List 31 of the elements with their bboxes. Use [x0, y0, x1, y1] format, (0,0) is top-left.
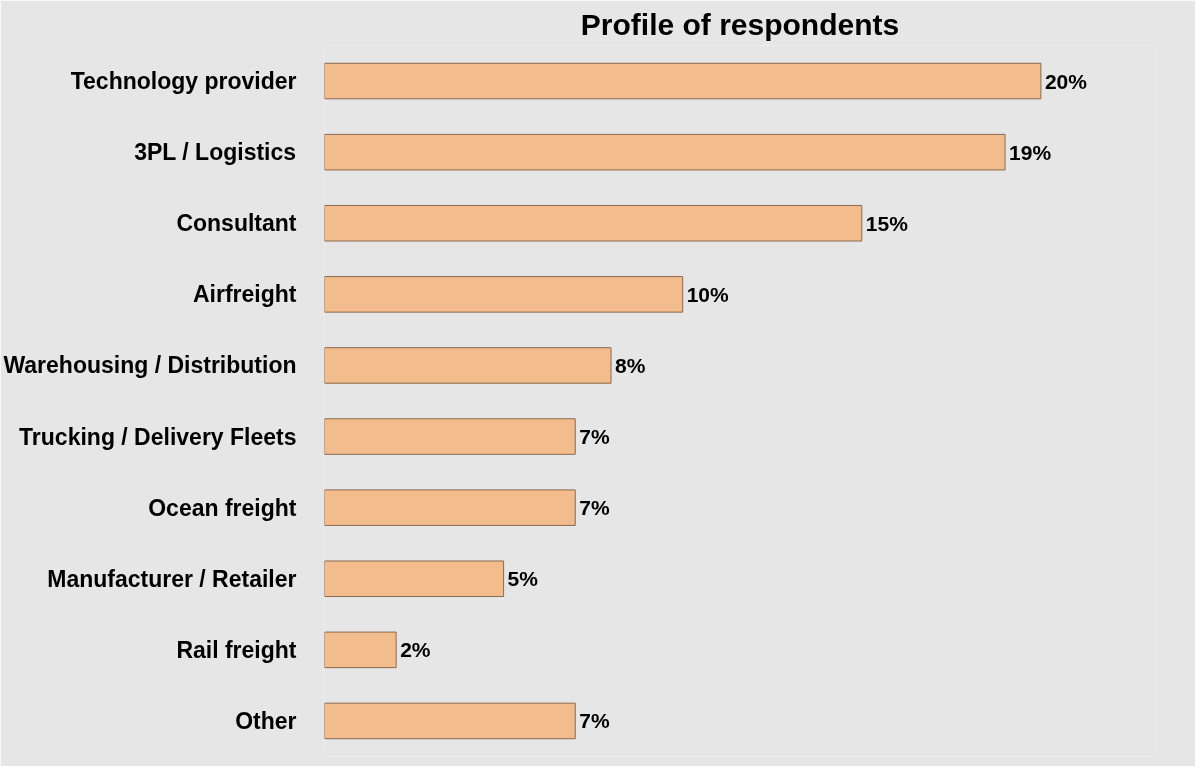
y-tick-label: Manufacturer / Retailer — [47, 565, 297, 592]
y-tick-label: 3PL / Logistics — [134, 139, 297, 166]
bar — [324, 489, 576, 526]
y-tick-label: Consultant — [176, 210, 297, 237]
data-label: 7% — [579, 709, 610, 733]
bar — [324, 347, 612, 384]
data-label: 15% — [865, 211, 909, 235]
y-tick-label: Warehousing / Distribution — [3, 352, 297, 379]
data-label: 7% — [579, 425, 610, 449]
y-tick-label: Ocean freight — [148, 494, 297, 521]
data-label: 20% — [1044, 69, 1088, 93]
data-label: 8% — [615, 353, 646, 377]
bar — [324, 276, 684, 313]
bar — [324, 133, 1006, 171]
y-tick-label: Other — [235, 707, 297, 734]
bar — [324, 62, 1042, 100]
data-label: 10% — [686, 282, 730, 306]
bar — [324, 204, 863, 242]
y-tick-label: Rail freight — [176, 636, 297, 663]
bar — [324, 560, 505, 598]
y-tick-label: Airfreight — [193, 281, 297, 308]
data-label: 2% — [400, 638, 431, 662]
y-tick-label: Trucking / Delivery Fleets — [19, 423, 297, 450]
chart-title: Profile of respondents — [580, 7, 900, 41]
data-label: 19% — [1009, 140, 1052, 164]
data-label: 5% — [507, 567, 539, 591]
bar — [324, 631, 397, 669]
bar — [324, 418, 576, 455]
data-label: 7% — [579, 496, 610, 520]
y-tick-label: Technology provider — [70, 68, 297, 95]
bar — [324, 702, 576, 740]
